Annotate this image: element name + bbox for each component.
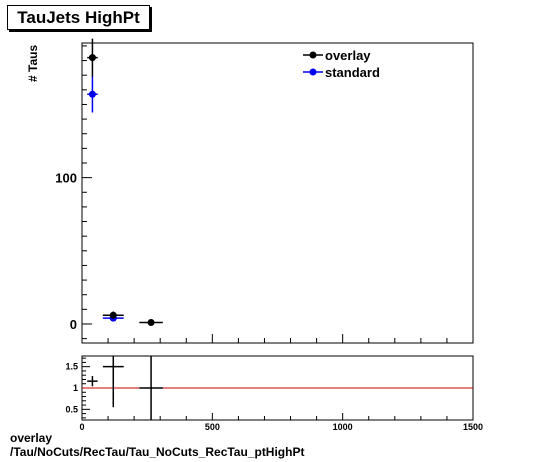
legend-label: standard	[325, 65, 380, 80]
legend-marker	[309, 68, 317, 76]
legend-marker	[309, 51, 317, 59]
ratio-plot: 0.5 1 1.5 0 500 1000 1500	[65, 355, 483, 432]
ratio-x-tick-label: 1500	[463, 422, 483, 432]
legend-label: overlay	[325, 48, 371, 63]
caption-line-1: overlay	[10, 431, 53, 445]
chart-title: TauJets HighPt	[7, 5, 150, 30]
y-tick-label: 100	[55, 171, 77, 186]
ratio-y-tick-label: 0.5	[65, 404, 78, 414]
data-point	[147, 319, 155, 327]
main-plot: 0 100 # Taus overlay standard	[26, 38, 474, 344]
data-point	[88, 54, 96, 62]
caption-line-2: /Tau/NoCuts/RecTau/Tau_NoCuts_RecTau_ptH…	[10, 445, 305, 459]
ratio-x-tick-label: 0	[79, 422, 84, 432]
ratio-y-tick-label: 1	[73, 383, 78, 393]
main-plot-frame	[81, 42, 474, 344]
ratio-x-tick-label: 1000	[333, 422, 353, 432]
ratio-y-tick-label: 1.5	[65, 362, 78, 372]
y-tick-label: 0	[70, 317, 77, 332]
ratio-x-tick-label: 500	[205, 422, 220, 432]
data-point	[109, 311, 117, 319]
y-axis-label: # Taus	[26, 45, 40, 82]
data-point	[88, 90, 96, 98]
